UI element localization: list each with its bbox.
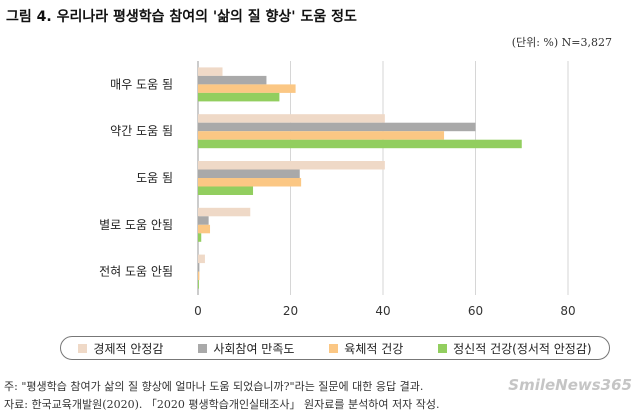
category-label: 약간 도움 됨	[110, 123, 173, 138]
bar	[198, 67, 223, 76]
legend-label: 경제적 안정감	[93, 341, 164, 356]
bar	[198, 263, 200, 272]
bar	[198, 75, 267, 85]
category-label: 도움 됨	[136, 171, 173, 185]
x-tick-label: 60	[468, 304, 483, 318]
bar	[198, 233, 202, 242]
bar	[198, 92, 280, 102]
legend-item: 경제적 안정감	[78, 340, 163, 357]
x-tick-label: 80	[560, 304, 575, 318]
bar	[198, 131, 445, 140]
category-label: 매우 도움 됨	[110, 77, 173, 91]
x-tick-label: 20	[283, 304, 298, 318]
legend-swatch	[329, 343, 339, 353]
legend-item: 사회참여 만족도	[198, 340, 294, 357]
legend-label: 사회참여 만족도	[213, 341, 295, 356]
bar	[198, 186, 254, 195]
bar	[198, 84, 296, 93]
unit-note: (단위: %) N=3,827	[511, 36, 612, 49]
bar	[198, 114, 385, 123]
bar	[198, 169, 300, 178]
legend-label: 육체적 건강	[344, 341, 404, 356]
legend-item: 정신적 건강(정서적 안정감)	[438, 340, 592, 357]
bar	[198, 224, 211, 234]
bar	[198, 139, 522, 149]
bar	[198, 280, 199, 289]
bar	[198, 271, 200, 281]
category-label: 별로 도움 안됨	[99, 218, 173, 232]
bar	[198, 254, 205, 264]
category-label: 전혀 도움 안됨	[99, 265, 173, 279]
x-tick-label: 40	[375, 304, 390, 318]
bar	[198, 122, 476, 132]
bar	[198, 207, 251, 217]
bar	[198, 216, 209, 225]
x-tick-label: 0	[194, 304, 202, 318]
bar	[198, 161, 385, 170]
footnote: 주: "평생학습 참여가 삶의 질 향상에 얼마나 도움 되었습니까?"라는 질…	[4, 380, 424, 393]
legend-label: 정신적 건강(정서적 안정감)	[453, 341, 592, 356]
legend-item: 육체적 건강	[329, 340, 403, 357]
watermark-logo: SmileNews365	[508, 376, 632, 394]
bar	[198, 178, 302, 187]
legend-swatch	[78, 343, 88, 353]
chart-legend: 경제적 안정감 사회참여 만족도 육체적 건강 정신적 건강(정서적 안정감)	[60, 336, 610, 360]
source-note: 자료: 한국교육개발원(2020). 「2020 평생학습개인실태조사」 원자료…	[4, 398, 440, 411]
chart-title: 그림 4. 우리나라 평생학습 참여의 '삶의 질 향상' 도움 정도	[6, 9, 357, 25]
legend-swatch	[438, 343, 448, 353]
legend-swatch	[198, 343, 208, 353]
